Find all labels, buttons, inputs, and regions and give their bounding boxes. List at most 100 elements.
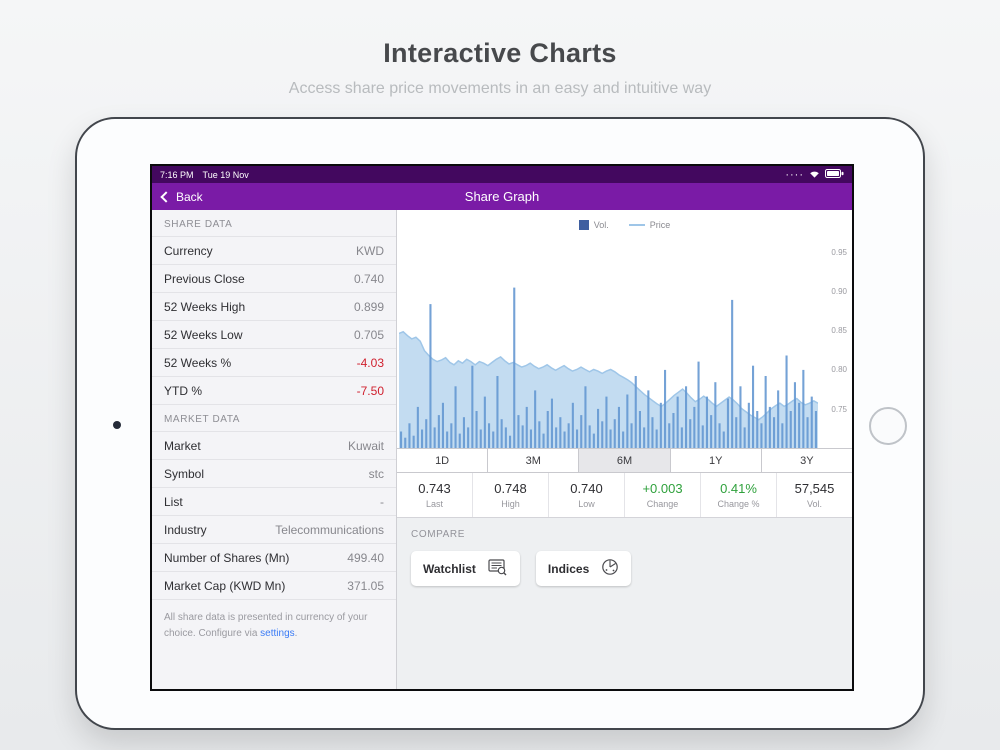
sidebar-row-market-cap: Market Cap (KWD Mn) 371.05 xyxy=(152,572,396,600)
stat-change-pct: 0.41% Change % xyxy=(701,473,777,517)
footnote-period: . xyxy=(294,627,298,639)
row-value: Telecommunications xyxy=(275,522,384,537)
sidebar-row-currency: Currency KWD xyxy=(152,237,396,265)
range-tab-1d[interactable]: 1D xyxy=(397,449,489,472)
indices-icon xyxy=(601,558,619,579)
settings-link[interactable]: settings xyxy=(260,627,295,639)
sidebar-row-number-of-shares: Number of Shares (Mn) 499.40 xyxy=(152,544,396,572)
stat-low: 0.740 Low xyxy=(549,473,625,517)
volume-swatch-icon xyxy=(578,220,589,230)
row-value: 499.40 xyxy=(347,550,384,565)
chart-y-axis: 0.95 0.90 0.85 0.80 0.75 xyxy=(820,236,852,448)
y-tick-label: 0.90 xyxy=(831,286,847,296)
watchlist-button-label: Watchlist xyxy=(423,561,476,576)
row-label: 52 Weeks % xyxy=(164,355,232,370)
status-time: 7:16 PM xyxy=(160,169,194,180)
y-tick-label: 0.80 xyxy=(831,365,847,375)
indices-button[interactable]: Indices xyxy=(535,551,632,586)
row-value: - xyxy=(380,494,384,509)
chart-zone: 0.95 0.90 0.85 0.80 0.75 xyxy=(397,236,852,448)
hero: Interactive Charts Access share price mo… xyxy=(0,0,1000,98)
legend-label-price: Price xyxy=(649,220,671,230)
indices-button-label: Indices xyxy=(547,561,590,576)
row-value: stc xyxy=(368,466,384,481)
watchlist-icon xyxy=(488,558,508,579)
sidebar-row-52-weeks-high: 52 Weeks High 0.899 xyxy=(152,293,396,321)
home-button[interactable] xyxy=(869,407,907,445)
row-value-negative: -7.50 xyxy=(356,383,384,398)
range-tab-1y[interactable]: 1Y xyxy=(670,449,762,472)
stats-row: 0.743 Last 0.748 High 0.740 Low +0.003 C… xyxy=(397,473,852,518)
range-tab-3y[interactable]: 3Y xyxy=(761,449,853,472)
range-tab-6m[interactable]: 6M xyxy=(579,449,671,472)
cellular-signal-icon: ···· xyxy=(785,168,804,181)
status-date: Tue 19 Nov xyxy=(202,169,249,180)
share-chart[interactable] xyxy=(398,236,819,448)
stat-value: 0.740 xyxy=(570,481,603,496)
row-value: 0.705 xyxy=(353,327,384,342)
wifi-icon xyxy=(809,170,820,180)
row-label: 52 Weeks High xyxy=(164,299,246,314)
nav-title: Share Graph xyxy=(464,189,540,204)
y-tick-label: 0.85 xyxy=(831,326,847,336)
row-label: Market xyxy=(164,438,201,453)
stat-value-positive: +0.003 xyxy=(642,481,683,496)
row-label: Previous Close xyxy=(164,271,245,286)
stat-value: 57,545 xyxy=(794,481,835,496)
sidebar-footnote: All share data is presented in currency … xyxy=(152,600,396,651)
y-tick-label: 0.95 xyxy=(831,247,847,257)
stat-label: Change % xyxy=(717,499,760,509)
compare-section: COMPARE Watchlist xyxy=(397,518,852,689)
row-label: Number of Shares (Mn) xyxy=(164,550,290,565)
page-subtitle: Access share price movements in an easy … xyxy=(288,80,712,97)
row-label: Industry xyxy=(164,522,207,537)
stat-label: High xyxy=(501,499,520,509)
share-data-panel: SHARE DATA Currency KWD Previous Close 0… xyxy=(152,210,397,689)
row-value: Kuwait xyxy=(347,438,384,453)
legend-item-volume: Vol. xyxy=(578,220,609,230)
legend-label-volume: Vol. xyxy=(593,220,609,230)
price-swatch-icon xyxy=(628,224,645,226)
stat-volume: 57,545 Vol. xyxy=(777,473,852,517)
row-label: Symbol xyxy=(164,466,205,481)
sidebar-row-52-weeks-low: 52 Weeks Low 0.705 xyxy=(152,321,396,349)
row-label: YTD % xyxy=(164,383,203,398)
page-title: Interactive Charts xyxy=(383,38,617,68)
sidebar-row-52-weeks-pct: 52 Weeks % -4.03 xyxy=(152,349,396,377)
stat-value-positive: 0.41% xyxy=(720,481,757,496)
row-value: 0.740 xyxy=(353,271,384,286)
camera-icon xyxy=(113,421,121,429)
stat-label: Low xyxy=(578,499,595,509)
back-label: Back xyxy=(176,189,203,204)
nav-bar: Back Share Graph xyxy=(152,183,852,210)
row-value: KWD xyxy=(356,243,384,258)
sidebar-row-industry: Industry Telecommunications xyxy=(152,516,396,544)
section-header-market-data: MARKET DATA xyxy=(152,405,396,432)
compare-header: COMPARE xyxy=(411,529,466,540)
chart-panel: Vol. Price 0.95 0.90 0.85 0.80 0.75 1D 3M 6M… xyxy=(397,210,853,689)
stat-high: 0.748 High xyxy=(473,473,549,517)
stat-label: Last xyxy=(425,499,443,509)
battery-icon xyxy=(825,169,844,180)
range-tab-3m[interactable]: 3M xyxy=(488,449,580,472)
stat-label: Vol. xyxy=(806,499,822,509)
row-label: 52 Weeks Low xyxy=(164,327,243,342)
tablet-frame: 7:16 PM Tue 19 Nov ···· Back Share Graph xyxy=(75,117,925,730)
app-screen: 7:16 PM Tue 19 Nov ···· Back Share Graph xyxy=(150,164,854,691)
back-button[interactable]: Back xyxy=(152,190,213,204)
section-header-share-data: SHARE DATA xyxy=(152,210,396,237)
sidebar-row-market: Market Kuwait xyxy=(152,432,396,460)
sidebar-row-list: List - xyxy=(152,488,396,516)
sidebar-row-previous-close: Previous Close 0.740 xyxy=(152,265,396,293)
watchlist-button[interactable]: Watchlist xyxy=(411,551,520,586)
sidebar-row-symbol: Symbol stc xyxy=(152,460,396,488)
chevron-left-icon xyxy=(160,190,172,203)
row-label: Market Cap (KWD Mn) xyxy=(164,578,286,593)
range-selector: 1D 3M 6M 1Y 3Y xyxy=(397,448,853,473)
row-value: 0.899 xyxy=(353,299,384,314)
y-tick-label: 0.75 xyxy=(831,404,847,414)
stat-value: 0.743 xyxy=(418,481,451,496)
row-value-negative: -4.03 xyxy=(356,355,384,370)
stat-last: 0.743 Last xyxy=(397,473,473,517)
sidebar-row-ytd-pct: YTD % -7.50 xyxy=(152,377,396,405)
